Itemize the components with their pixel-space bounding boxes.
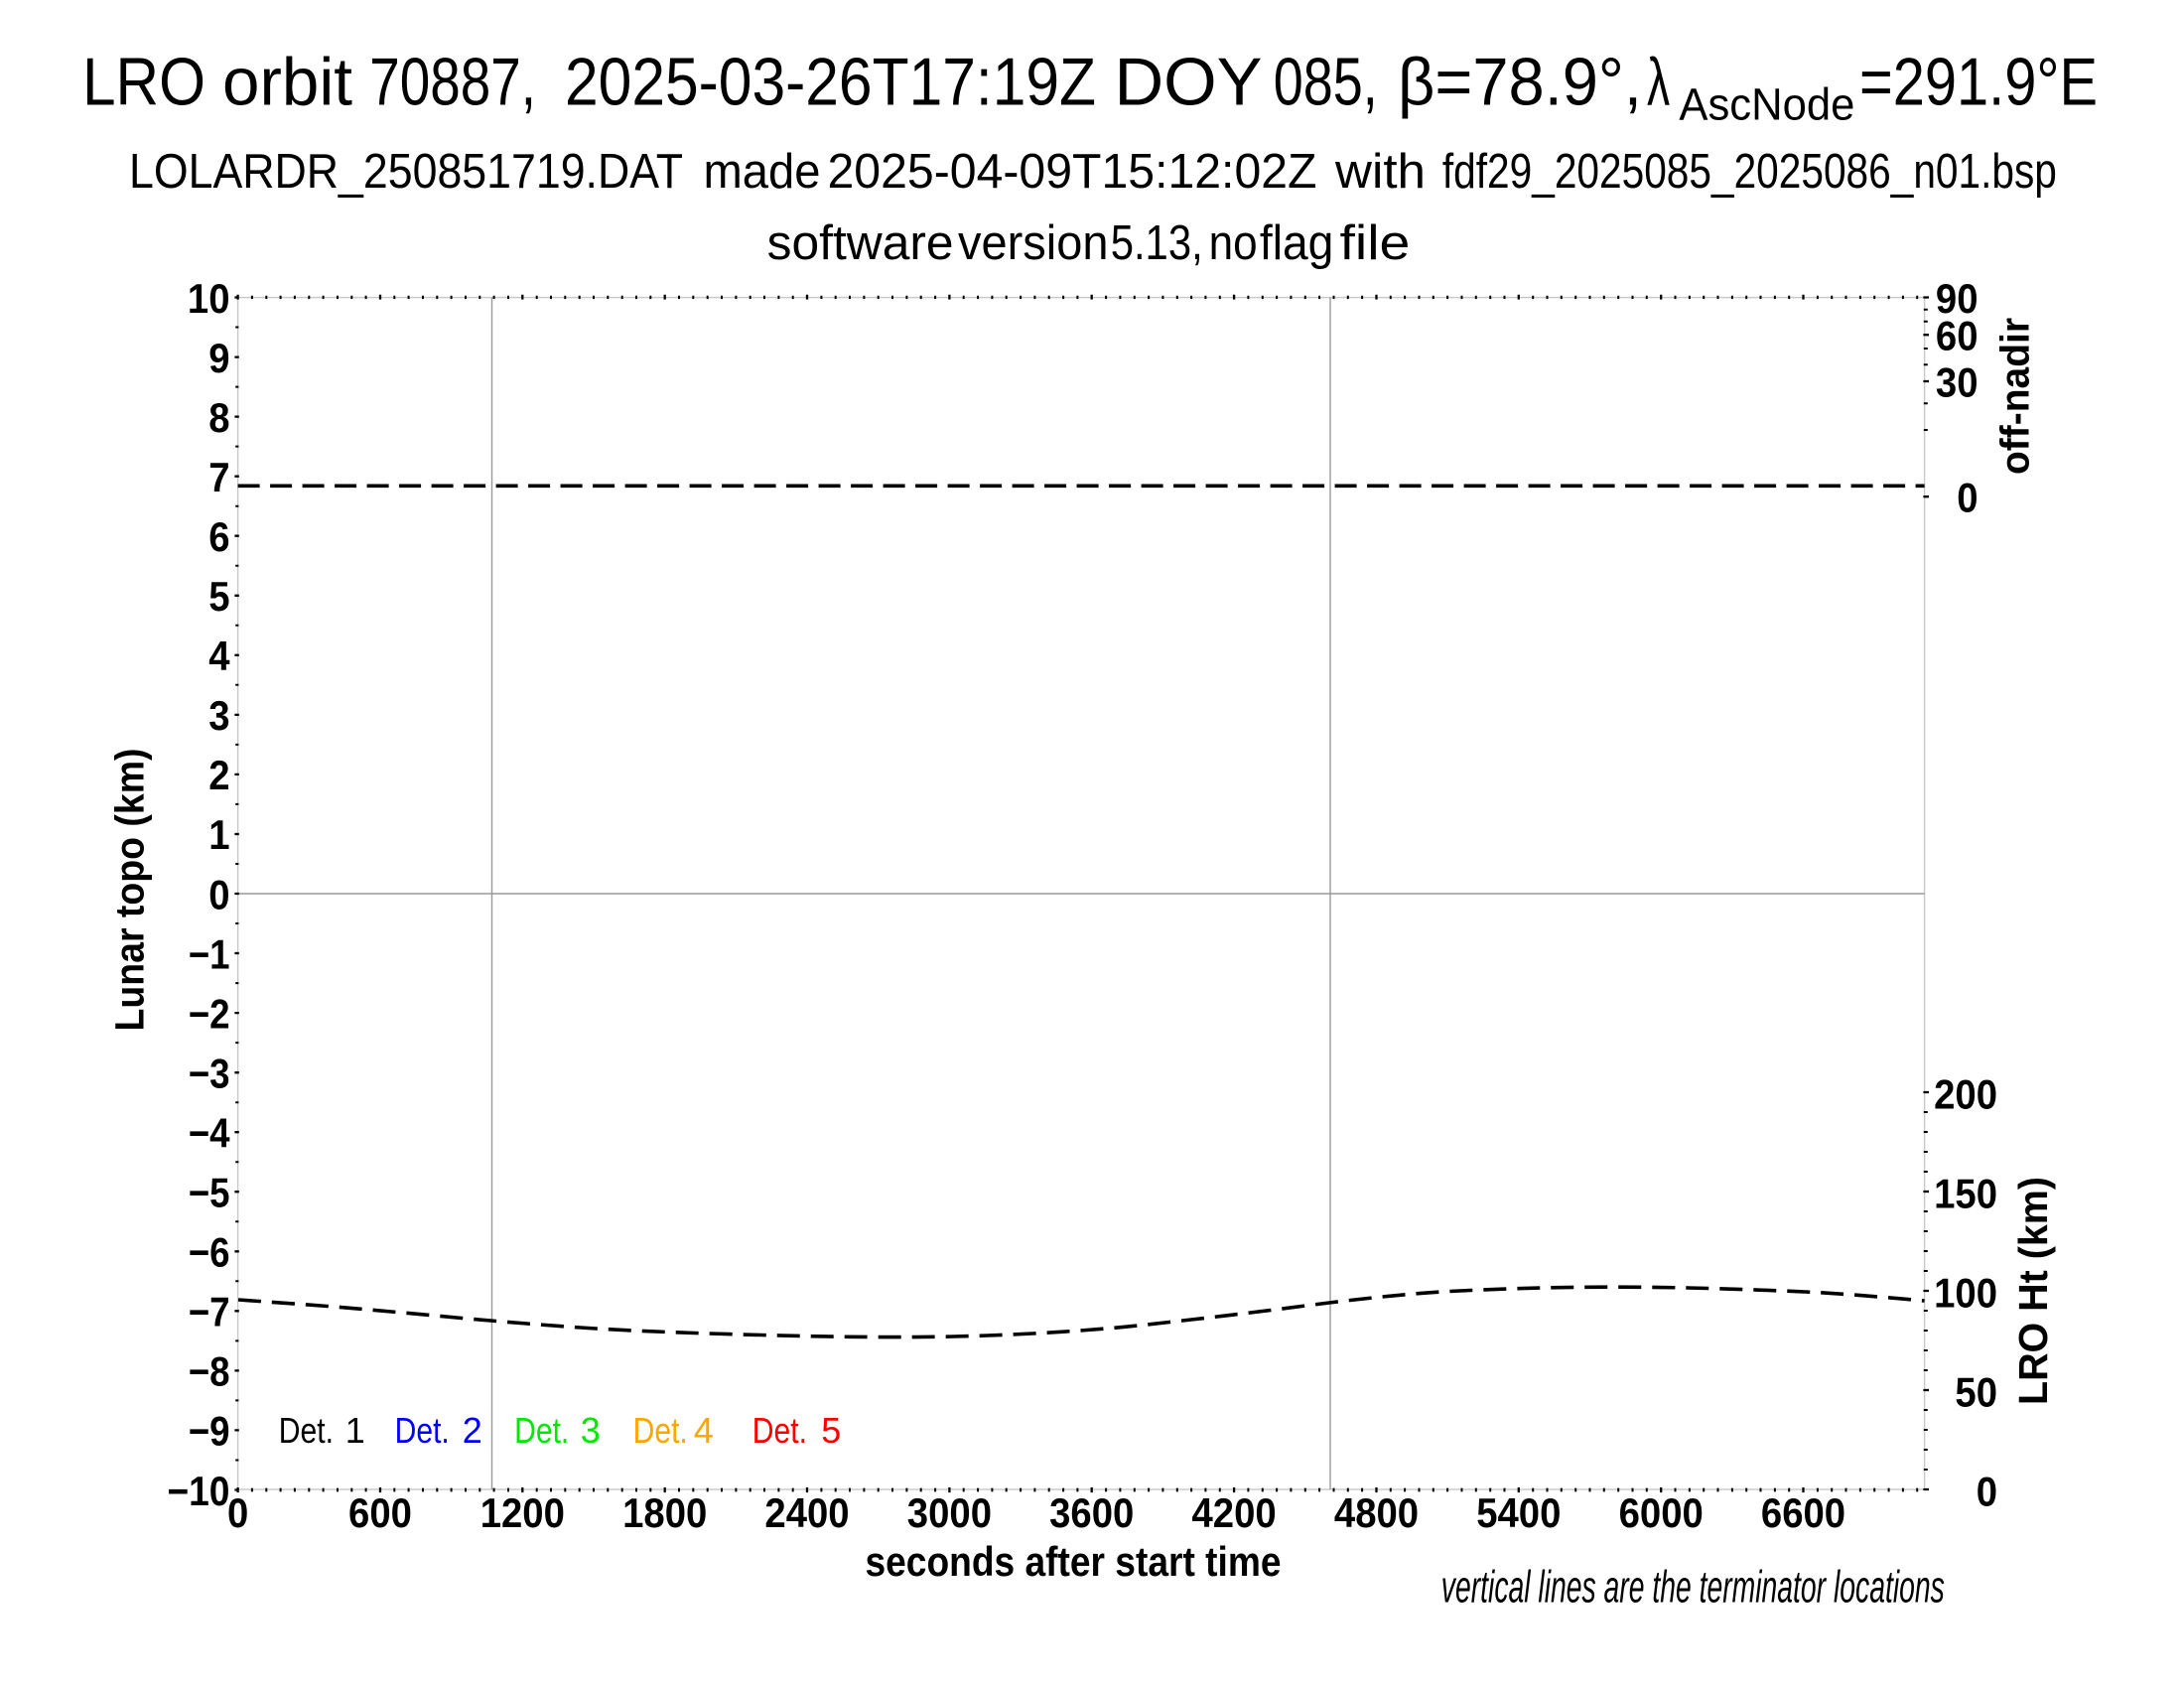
svg-text:2400: 2400 [764, 1489, 849, 1536]
svg-text:5.13,: 5.13, [1111, 216, 1203, 270]
svg-text:8: 8 [208, 394, 229, 441]
svg-text:150: 150 [1934, 1170, 1997, 1216]
svg-text:6: 6 [208, 513, 229, 560]
svg-text:fdf29_2025085_2025086_n01.bsp: fdf29_2025085_2025086_n01.bsp [1442, 145, 2057, 199]
svg-text:flag: flag [1260, 216, 1334, 270]
svg-text:30: 30 [1936, 358, 1979, 405]
svg-text:−7: −7 [189, 1289, 230, 1336]
svg-text:λ: λ [1647, 45, 1670, 120]
svg-text:with: with [1334, 145, 1426, 199]
svg-text:600: 600 [348, 1489, 412, 1536]
svg-text:1: 1 [345, 1410, 365, 1451]
svg-text:0: 0 [1977, 1468, 1997, 1514]
svg-text:Lunar topo (km): Lunar topo (km) [107, 749, 153, 1032]
svg-text:Det.: Det. [279, 1410, 334, 1451]
svg-text:−5: −5 [189, 1170, 230, 1216]
svg-text:50: 50 [1955, 1368, 1997, 1415]
svg-text:seconds after start time: seconds after start time [866, 1538, 1282, 1585]
svg-text:−2: −2 [189, 990, 230, 1037]
svg-text:0: 0 [227, 1489, 248, 1536]
svg-text:4: 4 [208, 633, 230, 679]
svg-text:4200: 4200 [1192, 1489, 1277, 1536]
svg-text:9: 9 [208, 335, 229, 381]
svg-text:−1: −1 [189, 930, 230, 977]
svg-text:1800: 1800 [622, 1489, 707, 1536]
svg-text:4: 4 [694, 1410, 714, 1451]
svg-text:5: 5 [821, 1410, 841, 1451]
svg-text:software: software [767, 216, 954, 270]
svg-text:2: 2 [463, 1410, 482, 1451]
svg-text:−4: −4 [189, 1110, 230, 1157]
svg-text:4800: 4800 [1334, 1489, 1419, 1536]
svg-text:3: 3 [581, 1410, 601, 1451]
svg-text:−3: −3 [189, 1051, 230, 1097]
svg-text:3000: 3000 [907, 1489, 992, 1536]
svg-text:6000: 6000 [1619, 1489, 1704, 1536]
svg-text:Det.: Det. [395, 1410, 450, 1451]
svg-text:100: 100 [1934, 1269, 1997, 1316]
svg-text:3600: 3600 [1049, 1489, 1134, 1536]
svg-text:DOY: DOY [1115, 45, 1263, 120]
svg-text:LRO: LRO [82, 45, 205, 120]
svg-text:085,: 085, [1274, 45, 1378, 120]
svg-text:2025-03-26T17:19Z: 2025-03-26T17:19Z [565, 45, 1096, 120]
svg-text:60: 60 [1936, 313, 1979, 359]
svg-text:LRO Ht (km): LRO Ht (km) [2010, 1177, 2056, 1405]
svg-text:AscNode: AscNode [1679, 78, 1854, 129]
svg-text:6600: 6600 [1761, 1489, 1845, 1536]
svg-text:LOLARDR_250851719.DAT: LOLARDR_250851719.DAT [129, 145, 683, 199]
svg-text:5: 5 [208, 573, 229, 620]
svg-text:Det.: Det. [514, 1410, 569, 1451]
svg-text:β=78.9°,: β=78.9°, [1398, 45, 1642, 120]
svg-text:0: 0 [1957, 475, 1978, 521]
svg-text:3: 3 [208, 692, 229, 739]
svg-text:file: file [1340, 216, 1411, 270]
svg-text:2025-04-09T15:12:02Z: 2025-04-09T15:12:02Z [828, 145, 1317, 199]
svg-text:Det.: Det. [752, 1410, 807, 1451]
svg-text:10: 10 [188, 275, 230, 322]
svg-text:orbit: orbit [222, 45, 352, 120]
svg-text:1: 1 [208, 811, 229, 858]
svg-text:−8: −8 [189, 1348, 230, 1395]
svg-text:off-nadir: off-nadir [1992, 318, 2038, 475]
svg-text:vertical lines are the termina: vertical lines are the terminator locati… [1441, 1562, 1945, 1613]
svg-text:90: 90 [1936, 275, 1979, 322]
svg-text:no: no [1209, 216, 1258, 270]
svg-text:Det.: Det. [633, 1410, 688, 1451]
svg-text:made: made [704, 145, 821, 199]
svg-text:7: 7 [208, 454, 229, 500]
svg-text:1200: 1200 [480, 1489, 565, 1536]
svg-text:=291.9°E: =291.9°E [1859, 45, 2098, 120]
svg-text:−10: −10 [167, 1468, 229, 1514]
svg-text:200: 200 [1934, 1070, 1997, 1117]
svg-text:−6: −6 [189, 1229, 230, 1276]
svg-text:version: version [958, 216, 1109, 270]
svg-text:2: 2 [208, 752, 229, 798]
svg-text:70887,: 70887, [369, 45, 536, 120]
svg-text:5400: 5400 [1476, 1489, 1561, 1536]
svg-text:0: 0 [208, 871, 229, 917]
svg-text:−9: −9 [189, 1408, 230, 1455]
